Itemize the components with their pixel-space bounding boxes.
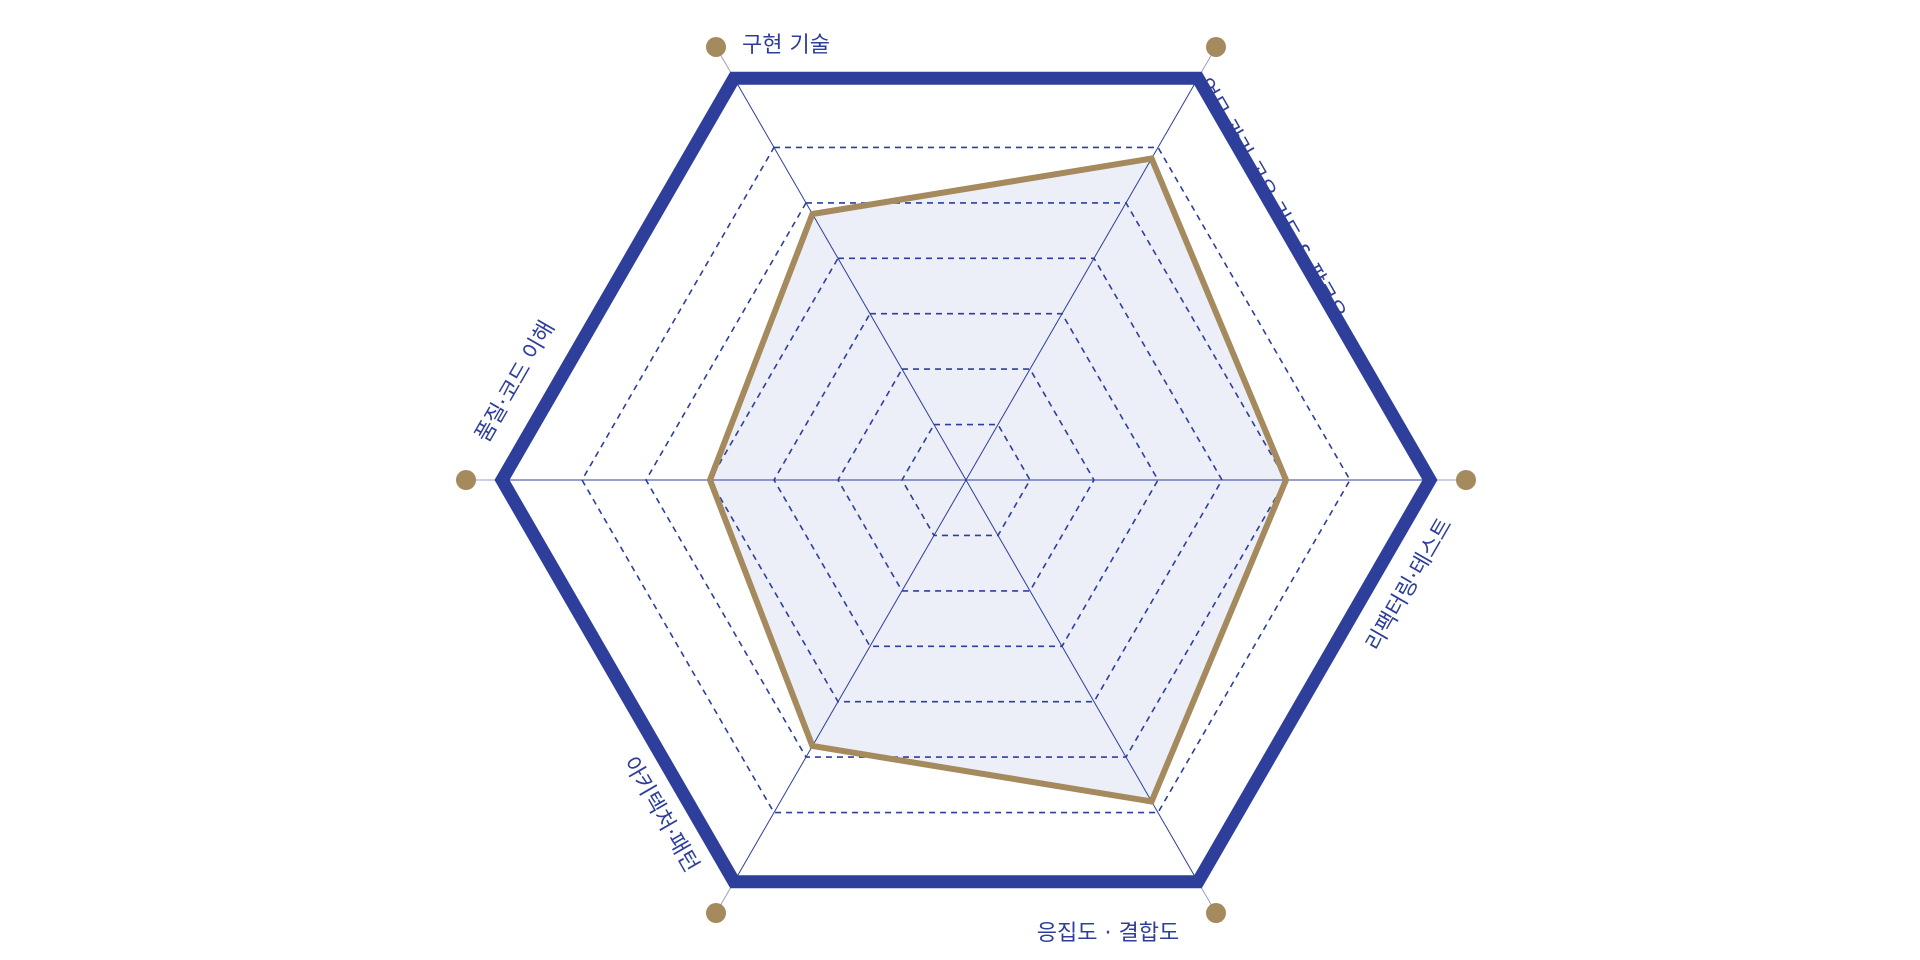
axis-dot-4 — [1206, 903, 1226, 923]
axis-dot-3 — [1456, 470, 1476, 490]
axis-label-2: 업무 관리·공유·리드 & 팔로우 — [1191, 75, 1350, 325]
axis-dot-6 — [456, 470, 476, 490]
axis-label-4: 응집도 · 결합도 — [1037, 921, 1179, 946]
axis-dot-1 — [706, 37, 726, 57]
axis-dot-5 — [706, 903, 726, 923]
axis-label-6: 품질·코드 이해 — [471, 317, 560, 447]
axis-dot-2 — [1206, 37, 1226, 57]
axis-label-1: 구현 기술 — [742, 33, 830, 58]
